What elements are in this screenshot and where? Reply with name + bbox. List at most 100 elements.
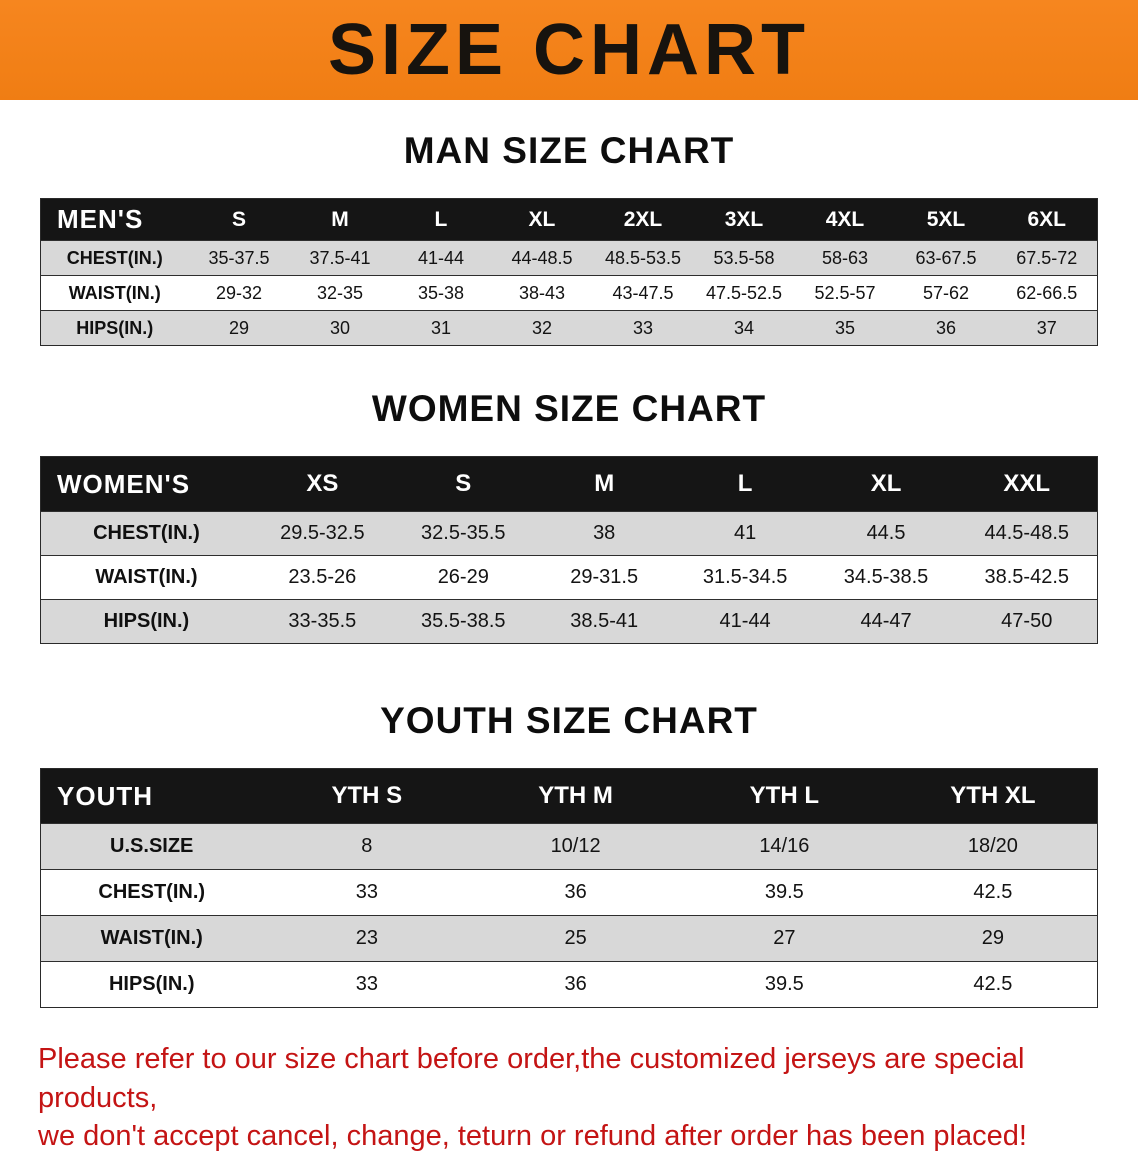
men-table-row-1: WAIST(IN.) 29-32 32-35 35-38 38-43 43-47.5 47.… [40,275,1098,311]
youth-value-3-2: 39.5 [764,973,804,995]
women-value-1-2: 29-31.5 [570,566,639,588]
youth-value-3-0: 33 [355,973,378,995]
youth-value-2-0: 23 [355,927,378,949]
youth-section-heading: YOUTH SIZE CHART [380,700,758,741]
youth-table-row-2: WAIST(IN.) 23 25 27 29 [40,915,1098,962]
women-table-row-1: WAIST(IN.) 23.5-26 26-29 29-31.5 31.5-34.5 34… [40,555,1098,600]
youth-value-0-2: 14/16 [759,835,810,857]
youth-value-3-3: 42.5 [973,973,1013,995]
women-table-row-0: CHEST(IN.) 29.5-32.5 32.5-35.5 38 41 44.5 44.5… [40,511,1098,556]
men-value-0-2: 41-44 [417,247,464,268]
women-column-header-6: XXL [956,456,1098,512]
women-value-0-5: 44.5-48.5 [984,522,1069,544]
women-value-0-3: 41 [733,522,757,544]
women-table-header-row: WOMEN'S XS S M L XL XXL [40,456,1098,512]
women-value-1-5: 38.5-42.5 [984,566,1069,588]
men-value-0-6: 58-63 [821,247,868,268]
women-row-label-0: CHEST(IN.) [93,522,200,544]
disclaimer-note: Please refer to our size chart before or… [38,1040,1100,1156]
youth-column-header-3: YTH L [679,768,889,824]
men-value-0-7: 63-67.5 [915,247,977,268]
women-value-2-3: 41-44 [719,610,771,632]
men-value-1-6: 52.5-57 [814,282,876,303]
men-column-header-6: 3XL [693,198,795,241]
youth-value-1-3: 42.5 [973,881,1013,903]
men-row-label-1: WAIST(IN.) [68,282,161,303]
men-value-0-5: 53.5-58 [713,247,775,268]
youth-size-table: YOUTH YTH S YTH M YTH L YTH XL U.S.SIZE 8 10/12… [40,768,1098,1008]
men-value-2-5: 34 [733,317,754,338]
youth-column-header-2: YTH M [471,768,680,824]
youth-row-label-2: WAIST(IN.) [100,927,203,949]
men-value-2-6: 35 [834,317,855,338]
men-value-1-8: 62-66.5 [1016,282,1078,303]
disclaimer-line-1: Please refer to our size chart before or… [38,1043,1025,1114]
men-value-0-1: 37.5-41 [309,247,371,268]
women-value-1-1: 26-29 [437,566,489,588]
men-value-2-7: 36 [935,317,956,338]
men-value-2-3: 32 [531,317,552,338]
women-column-header-3: M [533,456,675,512]
women-value-2-2: 38.5-41 [570,610,639,632]
men-value-1-1: 32-35 [316,282,363,303]
men-table-row-0: CHEST(IN.) 35-37.5 37.5-41 41-44 44-48.5 48.5… [40,240,1098,276]
men-value-1-0: 29-32 [215,282,262,303]
women-column-header-2: S [392,456,534,512]
women-value-0-1: 32.5-35.5 [421,522,506,544]
youth-row-label-1: CHEST(IN.) [98,881,206,903]
men-table-row-2: HIPS(IN.) 29 30 31 32 33 34 35 36 37 [40,310,1098,346]
women-table-row-2: HIPS(IN.) 33-35.5 35.5-38.5 38.5-41 41-44 44-… [40,599,1098,644]
men-column-header-8: 5XL [895,198,997,241]
men-value-1-2: 35-38 [417,282,464,303]
youth-table-row-3: HIPS(IN.) 33 36 39.5 42.5 [40,961,1098,1008]
youth-value-3-1: 36 [564,973,587,995]
men-value-2-1: 30 [329,317,350,338]
men-value-2-2: 31 [430,317,451,338]
women-row-label-1: WAIST(IN.) [95,566,198,588]
women-size-table: WOMEN'S XS S M L XL XXL CHEST(IN.) 29.5-32.5 32.5… [40,456,1098,644]
men-value-2-8: 37 [1036,317,1057,338]
women-column-header-5: XL [815,456,957,512]
men-table-title: MEN'S [40,198,189,241]
youth-value-2-1: 25 [564,927,587,949]
men-column-header-4: XL [491,198,593,241]
women-value-2-0: 33-35.5 [288,610,357,632]
men-row-label-2: HIPS(IN.) [76,317,154,338]
youth-value-0-1: 10/12 [550,835,601,857]
men-table-header-row: MEN'S S M L XL 2XL 3XL 4XL 5XL 6XL [40,198,1098,241]
men-value-2-4: 33 [632,317,653,338]
youth-column-header-4: YTH XL [888,768,1098,824]
women-column-header-4: L [674,456,816,512]
women-value-1-0: 23.5-26 [288,566,357,588]
men-column-header-3: L [390,198,492,241]
youth-row-label-3: HIPS(IN.) [108,973,195,995]
women-value-1-4: 34.5-38.5 [843,566,929,588]
youth-value-1-0: 33 [355,881,378,903]
men-value-1-5: 47.5-52.5 [705,282,782,303]
youth-value-2-2: 27 [773,927,796,949]
men-value-1-7: 57-62 [922,282,969,303]
youth-row-label-0: U.S.SIZE [110,835,194,857]
youth-table-row-1: CHEST(IN.) 33 36 39.5 42.5 [40,869,1098,916]
men-value-0-0: 35-37.5 [208,247,270,268]
youth-value-2-3: 29 [981,927,1004,949]
youth-value-0-0: 8 [361,835,373,857]
women-section-heading: WOMEN SIZE CHART [371,388,767,429]
women-value-1-3: 31.5-34.5 [702,566,788,588]
youth-table-row-0: U.S.SIZE 8 10/12 14/16 18/20 [40,823,1098,870]
women-value-0-2: 38 [593,522,616,544]
men-column-header-9: 6XL [996,198,1098,241]
men-value-0-8: 67.5-72 [1016,247,1078,268]
women-table-title: WOMEN'S [40,456,252,512]
men-section-heading: MAN SIZE CHART [403,130,735,171]
women-table-container: WOMEN'S XS S M L XL XXL CHEST(IN.) 29.5-32.5 32.5… [40,456,1098,644]
women-value-0-0: 29.5-32.5 [280,522,365,544]
men-table-container: MEN'S S M L XL 2XL 3XL 4XL 5XL 6XL CHEST(IN.) 35-37… [40,198,1098,346]
disclaimer-line-2: we don't accept cancel, change, teturn o… [38,1120,1027,1153]
youth-table-header-row: YOUTH YTH S YTH M YTH L YTH XL [40,768,1098,824]
women-value-0-4: 44.5 [866,522,906,544]
men-column-header-7: 4XL [794,198,896,241]
men-size-table: MEN'S S M L XL 2XL 3XL 4XL 5XL 6XL CHEST(IN.) 35-37… [40,198,1098,346]
youth-table-title: YOUTH [40,768,263,824]
youth-value-0-3: 18/20 [967,835,1018,857]
